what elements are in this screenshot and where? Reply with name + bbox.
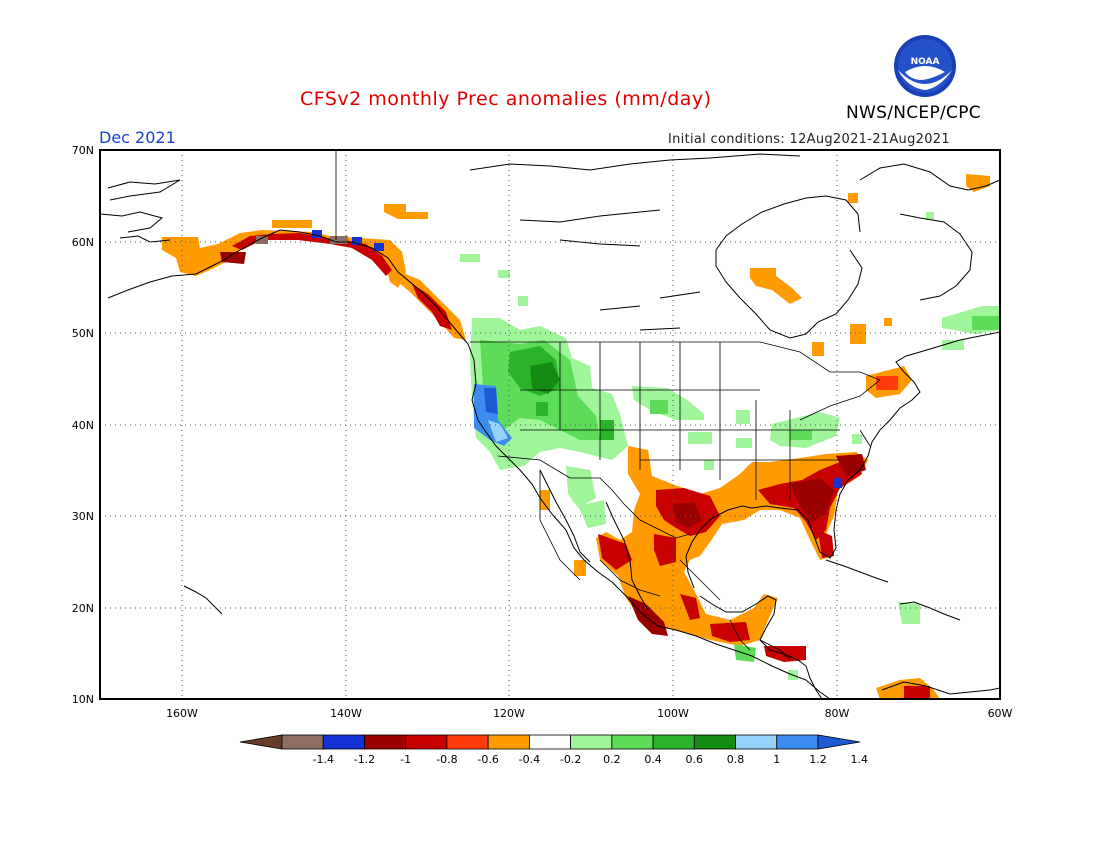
lat-label: 70N: [72, 144, 94, 157]
noaa-logo: NOAA: [894, 35, 956, 97]
lat-label: 40N: [72, 419, 94, 432]
colorbar-label: 1: [773, 753, 780, 766]
lat-label: 20N: [72, 602, 94, 615]
colorbar-swatch: [693, 734, 736, 750]
colorbar-swatch: [364, 734, 407, 750]
lon-label: 80W: [825, 707, 850, 720]
colorbar-swatch: [570, 734, 613, 750]
latitude-labels: 70N 60N 50N 40N 30N 20N 10N: [72, 144, 94, 706]
lon-label: 120W: [493, 707, 525, 720]
colorbar-label: -0.2: [560, 753, 581, 766]
map-title: CFSv2 monthly Prec anomalies (mm/day): [300, 88, 712, 110]
colorbar-arrow-left: [239, 734, 283, 750]
anomaly-patches: [162, 174, 1000, 699]
agency-label: NWS/NCEP/CPC: [846, 103, 981, 123]
colorbar-label: 1.4: [850, 753, 868, 766]
lat-label: 50N: [72, 327, 94, 340]
colorbar-label: -1.4: [312, 753, 333, 766]
forecast-month: Dec 2021: [99, 128, 176, 147]
colorbar-label: -1.2: [354, 753, 375, 766]
lon-label: 140W: [330, 707, 362, 720]
colorbar-label: 0.4: [644, 753, 662, 766]
colorbar-swatch: [322, 734, 365, 750]
graticule: [100, 150, 1000, 699]
lat-label: 60N: [72, 236, 94, 249]
colorbar-label: 0.8: [727, 753, 745, 766]
noaa-logo-text: NOAA: [911, 57, 940, 67]
lon-label: 100W: [657, 707, 689, 720]
lat-label: 30N: [72, 510, 94, 523]
colorbar-swatch: [528, 734, 572, 750]
colorbar-label: -0.8: [436, 753, 457, 766]
lon-label: 160W: [166, 707, 198, 720]
map-frame: [99, 149, 1001, 700]
colorbar-swatch: [776, 734, 819, 750]
colorbar-label: -0.6: [477, 753, 498, 766]
colorbar-label: 0.6: [686, 753, 704, 766]
coastlines: [99, 153, 1001, 700]
colorbar-swatch: [611, 734, 654, 750]
lon-label: 60W: [988, 707, 1013, 720]
colorbar-arrow-right: [817, 734, 861, 750]
lat-label: 10N: [72, 693, 94, 706]
colorbar-swatch: [446, 734, 489, 750]
colorbar-label: 1.2: [809, 753, 827, 766]
colorbar-swatch: [652, 734, 695, 750]
political-boundaries: [335, 150, 881, 661]
colorbar-label: -1: [400, 753, 411, 766]
colorbar-swatch: [735, 734, 778, 750]
longitude-labels: 160W 140W 120W 100W 80W 60W: [166, 707, 1012, 720]
colorbar-label: -0.4: [519, 753, 540, 766]
colorbar-swatch: [405, 734, 448, 750]
colorbar-label: 0.2: [603, 753, 621, 766]
initial-conditions: Initial conditions: 12Aug2021-21Aug2021: [668, 132, 950, 147]
colorbar-swatch: [487, 734, 530, 750]
colorbar-swatch: [281, 734, 324, 750]
colorbar-legend: -1.4 -1.2 -1 -0.8 -0.6 -0.4 -0.2 0.2 0.4 0.6 0.8 1 1…: [239, 734, 868, 766]
